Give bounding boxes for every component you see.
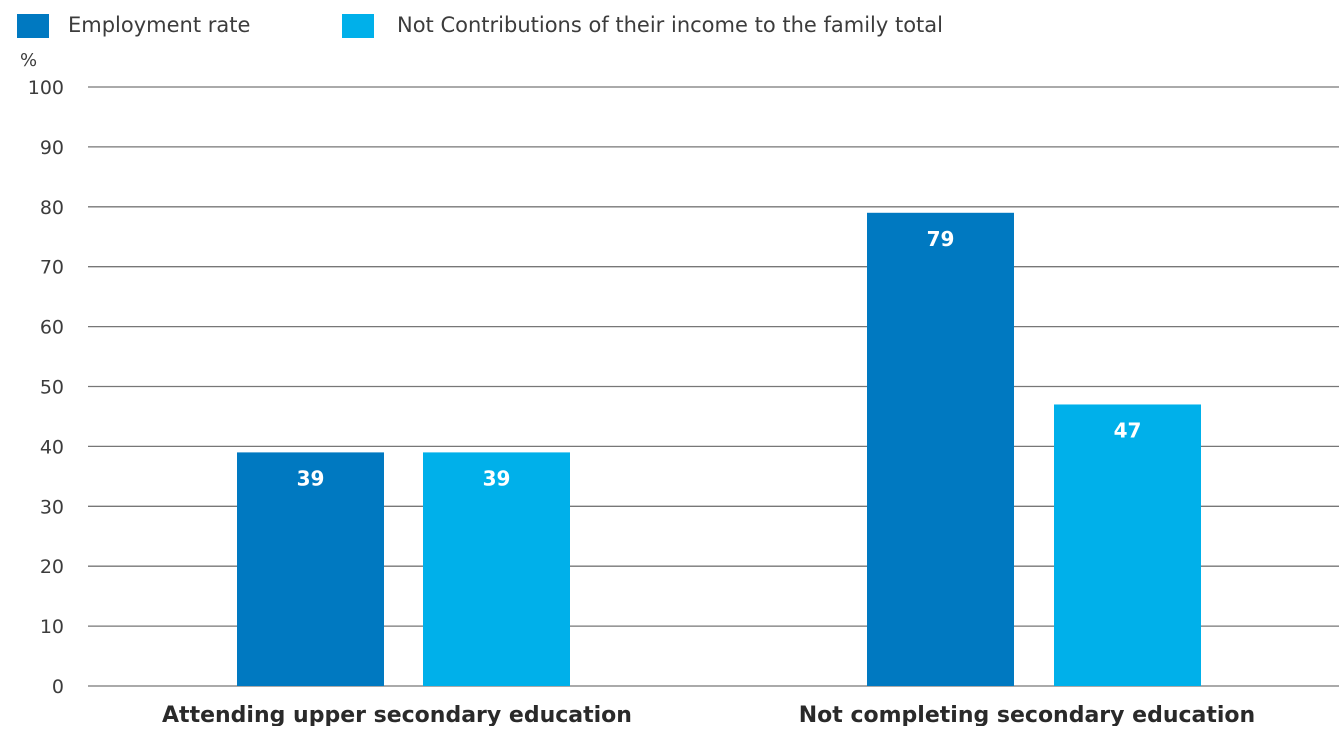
- y-tick-label-50: 50: [40, 377, 64, 399]
- y-tick-label-90: 90: [40, 137, 64, 159]
- y-tick-label-20: 20: [40, 556, 64, 578]
- y-tick-label-30: 30: [40, 496, 64, 518]
- y-tick-label-0: 0: [52, 676, 64, 698]
- y-axis-ticks: 0 10 20 30 40 50 60 70 80 90 100: [28, 77, 64, 698]
- y-tick-label-10: 10: [40, 616, 64, 638]
- x-category-label-1: Attending upper secondary education: [162, 703, 632, 726]
- data-label-1-1: 39: [297, 466, 325, 490]
- bar-2-1: [423, 452, 570, 686]
- y-tick-label-100: 100: [28, 77, 64, 99]
- data-label-2-2: 47: [1114, 418, 1142, 442]
- legend-label-1: Employment rate: [68, 13, 250, 37]
- y-tick-label-60: 60: [40, 317, 64, 339]
- legend: Employment rate Not Contributions of thei…: [17, 13, 943, 38]
- data-label-1-2: 79: [927, 227, 955, 251]
- bars: [237, 212, 1201, 687]
- y-axis-unit-label: %: [20, 50, 37, 71]
- bar-1-2: [867, 212, 1014, 687]
- data-labels: 39 39 79 47: [297, 227, 1142, 491]
- bar-1-1: [237, 452, 384, 686]
- legend-swatch-2: [342, 14, 374, 38]
- y-tick-label-70: 70: [40, 257, 64, 279]
- data-label-2-1: 39: [483, 466, 511, 490]
- bar-2-2: [1054, 404, 1201, 686]
- y-tick-label-40: 40: [40, 436, 64, 458]
- x-axis-categories: Attending upper secondary education Not c…: [162, 703, 1255, 728]
- legend-label-2: Not Contributions of their income to the…: [397, 13, 943, 37]
- y-tick-label-80: 80: [40, 197, 64, 219]
- x-category-label-2: Not completing secondary education: [799, 703, 1255, 726]
- legend-swatch-1: [17, 14, 49, 38]
